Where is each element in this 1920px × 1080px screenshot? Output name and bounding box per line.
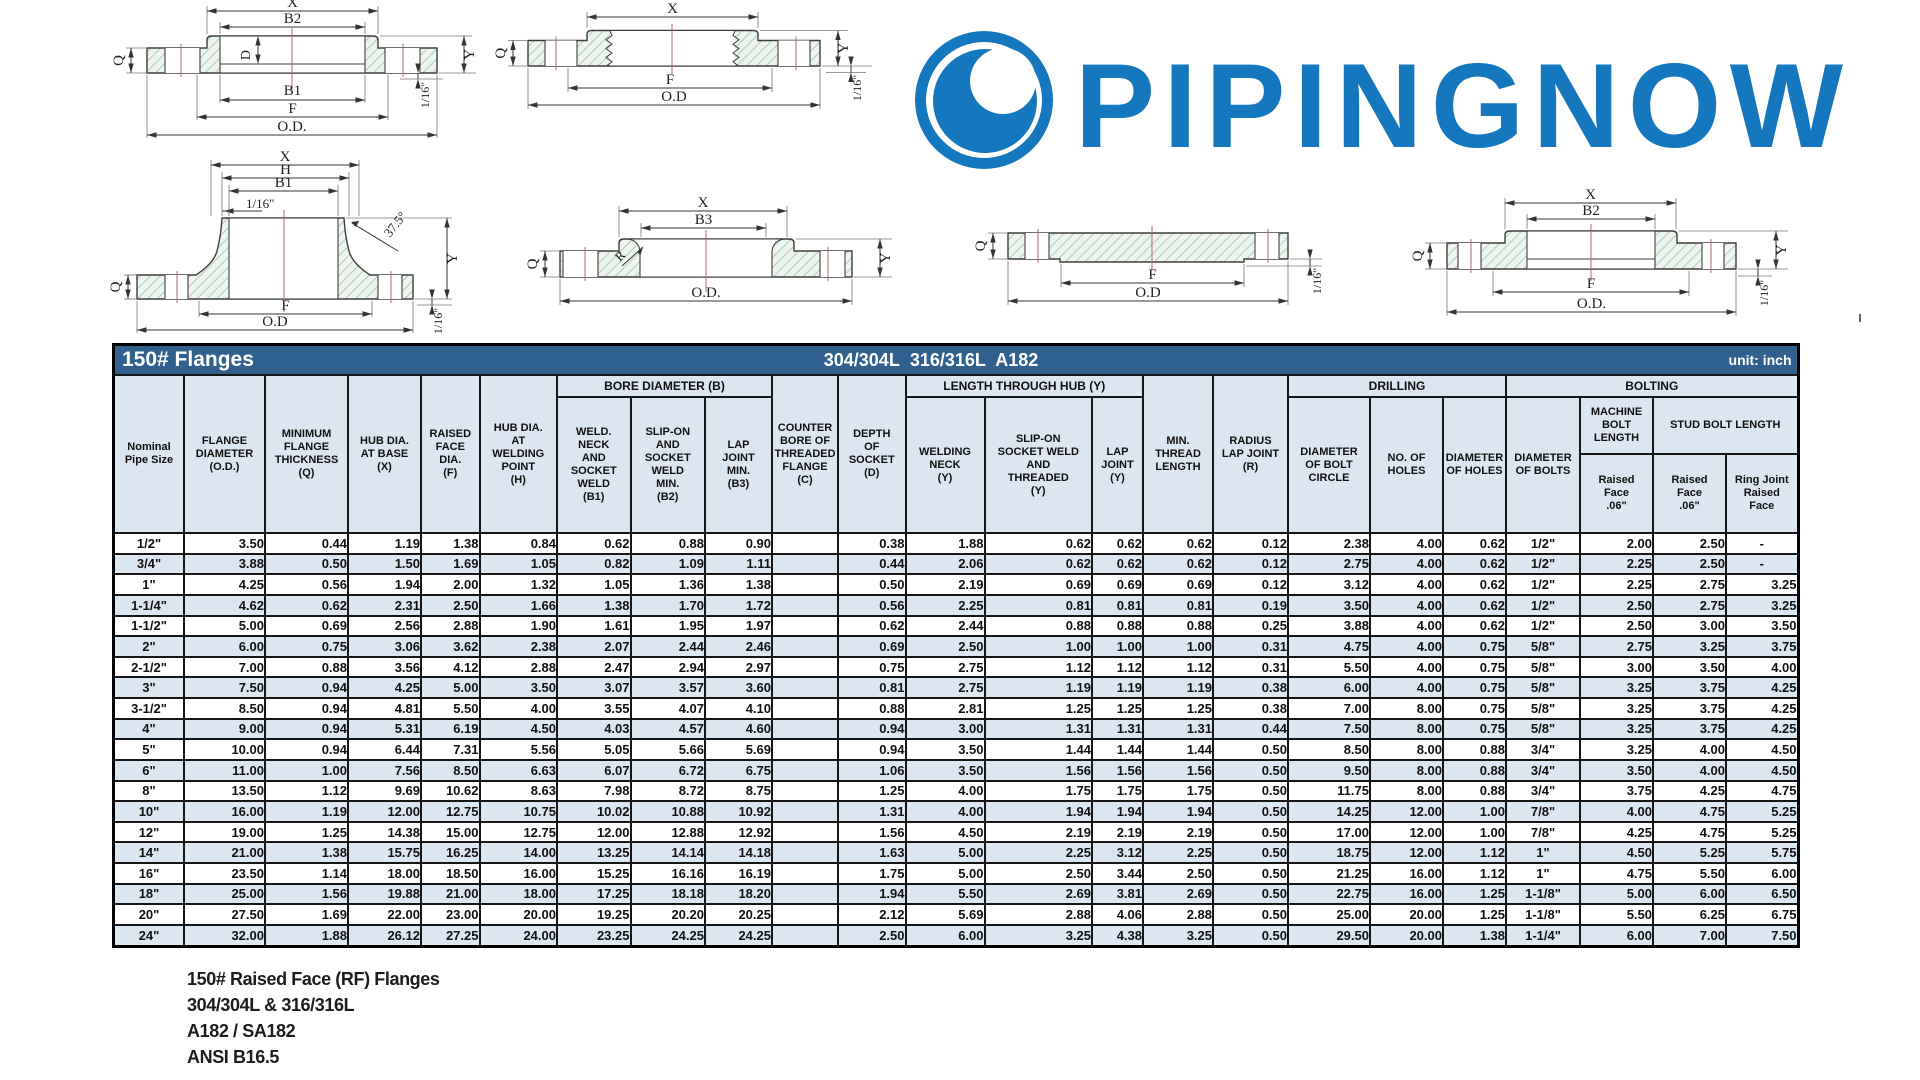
svg-text:Q: Q (493, 48, 509, 59)
svg-text:F: F (288, 101, 296, 117)
svg-text:F: F (281, 298, 289, 314)
svg-text:O.D.: O.D. (691, 285, 720, 301)
svg-text:1/16": 1/16" (246, 196, 274, 211)
svg-text:Y: Y (462, 49, 478, 60)
svg-text:H: H (280, 162, 291, 178)
svg-text:X: X (280, 149, 291, 165)
svg-text:X: X (667, 1, 678, 17)
svg-text:1/16": 1/16" (1310, 268, 1324, 294)
svg-text:Y: Y (1774, 244, 1790, 255)
svg-text:X: X (287, 0, 298, 11)
svg-text:Y: Y (445, 253, 461, 264)
svg-text:Q: Q (108, 281, 124, 292)
svg-text:B1: B1 (275, 175, 293, 191)
svg-text:F: F (1148, 267, 1156, 283)
svg-text:O.D: O.D (262, 314, 288, 330)
svg-text:F: F (666, 72, 674, 88)
svg-text:Q: Q (111, 55, 127, 66)
svg-text:B1: B1 (284, 83, 302, 99)
svg-text:B2: B2 (1582, 203, 1600, 219)
svg-text:Y: Y (878, 252, 894, 263)
svg-text:Q: Q (525, 258, 541, 269)
svg-text:B2: B2 (284, 11, 302, 27)
svg-text:Q: Q (1410, 250, 1426, 261)
svg-text:1/16": 1/16" (418, 82, 432, 108)
svg-text:1/16": 1/16" (850, 75, 864, 101)
svg-text:37.5°: 37.5° (381, 209, 410, 240)
svg-text:X: X (1585, 187, 1596, 203)
svg-text:O.D: O.D (661, 89, 687, 105)
svg-text:D: D (239, 50, 254, 60)
svg-text:F: F (1587, 276, 1595, 292)
svg-text:1/16": 1/16" (1757, 280, 1771, 306)
svg-text:Y: Y (836, 43, 852, 54)
svg-text:X: X (698, 195, 709, 211)
svg-text:B3: B3 (695, 212, 713, 228)
svg-text:Q: Q (973, 240, 989, 251)
svg-text:O.D: O.D (1135, 285, 1161, 301)
svg-text:PIPINGNOW: PIPINGNOW (1075, 39, 1852, 173)
svg-text:O.D.: O.D. (277, 119, 306, 135)
svg-text:O.D.: O.D. (1577, 296, 1606, 312)
svg-text:1/16": 1/16" (431, 308, 445, 334)
